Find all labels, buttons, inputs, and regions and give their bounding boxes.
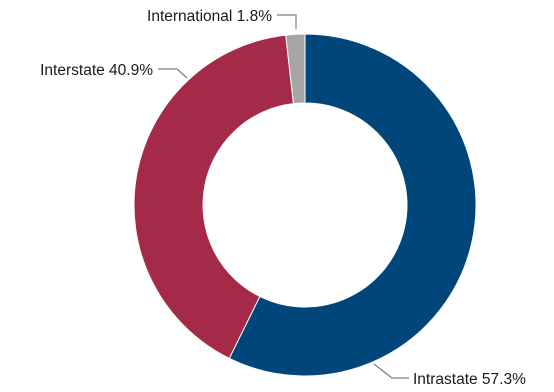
leader-line-intrastate bbox=[373, 363, 409, 379]
data-label-international: International 1.8% bbox=[147, 8, 272, 25]
leader-lines bbox=[158, 14, 409, 379]
data-labels: Intrastate 57.3% Interstate 40.9% Internat… bbox=[40, 8, 526, 388]
slice-interstate bbox=[133, 34, 295, 359]
leader-line-interstate bbox=[158, 68, 188, 79]
data-label-interstate: Interstate 40.9% bbox=[40, 62, 153, 79]
slice-intrastate bbox=[228, 33, 477, 377]
data-label-intrastate: Intrastate 57.3% bbox=[413, 371, 526, 388]
slice-international bbox=[285, 33, 306, 105]
donut-slices bbox=[133, 33, 477, 377]
leader-line-international bbox=[277, 14, 297, 29]
